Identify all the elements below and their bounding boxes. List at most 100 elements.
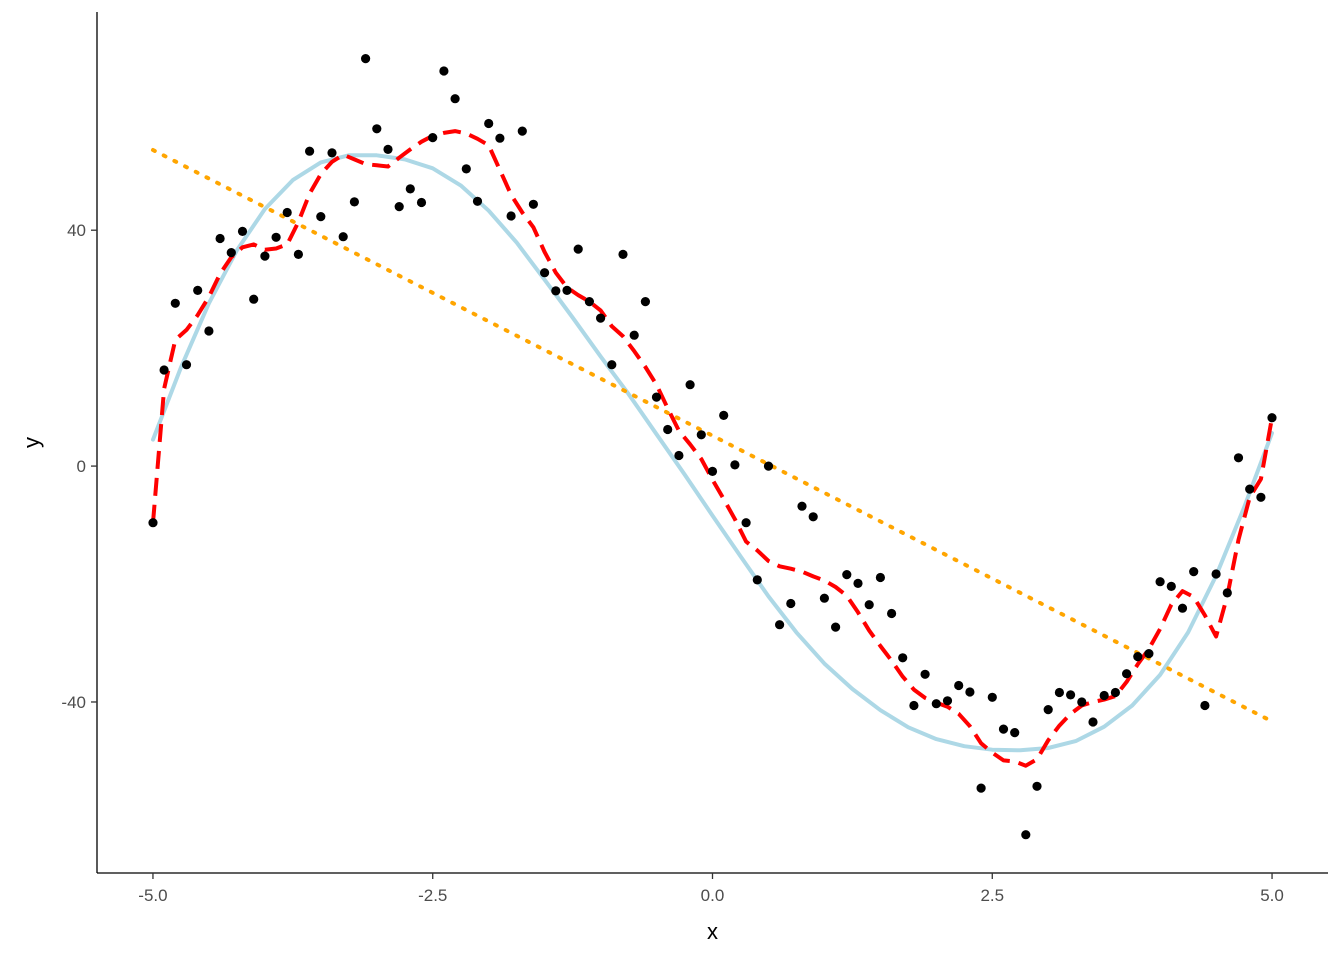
data-point [170,298,180,308]
data-point [596,313,606,323]
data-point [484,118,494,129]
x-tick-label: -5.0 [138,886,167,905]
data-point [618,249,628,259]
data-point [383,144,393,154]
x-tick-label: -2.5 [418,886,447,905]
x-axis-title: x [707,919,718,944]
data-point [965,687,975,697]
data-point [372,124,382,134]
data-point [1256,492,1266,502]
data-point [282,207,292,218]
data-point [361,54,371,64]
polynomial-fit-line [151,153,1274,753]
data-point [1211,569,1221,579]
data-point [1245,484,1255,494]
data-point [797,501,807,511]
data-point [730,460,740,470]
data-point [775,620,785,630]
data-point [640,297,651,307]
data-point [696,430,706,440]
data-point [741,518,751,528]
data-point [215,233,225,244]
data-point [1122,669,1132,679]
data-point [954,680,964,691]
data-point [1099,690,1109,701]
data-point [573,244,583,254]
data-point [909,700,919,711]
data-point [439,66,449,76]
data-point [651,392,662,402]
data-point [416,197,427,208]
data-point [663,424,673,435]
data-point [607,360,617,370]
data-point [1088,717,1098,727]
y-axis-ticks: -40 0 40 [61,221,97,712]
data-point [394,202,404,212]
data-point [752,575,762,585]
data-point [1155,577,1165,587]
plot-series-layer [151,129,1274,768]
data-point [551,286,561,296]
data-point [293,249,303,259]
data-point [1200,700,1210,711]
data-point [674,450,684,461]
x-tick-label: 5.0 [1260,886,1284,905]
data-point [506,211,516,221]
data-point [472,196,483,206]
data-point [204,326,214,336]
data-point [898,653,908,663]
data-point [1066,690,1076,700]
data-point [987,692,997,702]
data-point [1189,567,1199,577]
data-point [260,251,270,261]
data-point [540,268,550,278]
data-point [584,297,595,307]
data-point [338,232,348,242]
data-point [148,518,158,528]
plot-points-layer [148,54,1277,840]
data-point [249,294,259,304]
data-point [819,593,830,603]
data-point [1166,581,1176,592]
data-point [562,285,572,295]
y-axis-title: y [19,437,44,448]
data-point [808,512,818,522]
data-point [181,360,192,370]
data-point [685,380,695,390]
data-point [853,578,863,589]
data-point [349,197,359,207]
data-point [1267,413,1277,423]
data-point [271,232,281,242]
data-point [1222,588,1232,598]
data-point [327,148,337,158]
data-point [875,572,886,583]
data-point [495,133,505,143]
data-point [629,330,639,340]
data-point [1054,687,1064,698]
y-tick-label: 0 [77,457,86,476]
x-tick-label: 0.0 [701,886,725,905]
x-axis-ticks: -5.0 -2.5 0.0 2.5 5.0 [138,873,1284,905]
data-point [405,184,415,194]
data-point [237,226,248,236]
data-point [763,461,774,471]
data-point [159,365,169,375]
data-point [528,199,539,209]
data-point [1110,687,1120,698]
smooth-fit-line [151,129,1274,768]
data-point [831,622,841,632]
data-point [1133,652,1143,662]
data-point [1177,603,1188,613]
data-point [428,133,438,143]
data-point [976,783,986,793]
x-tick-label: 2.5 [980,886,1004,905]
data-point [719,410,729,420]
data-point [1144,649,1154,659]
y-tick-label: -40 [61,693,86,712]
y-tick-label: 40 [67,221,86,240]
data-point [517,126,527,136]
data-point [864,600,874,610]
data-point [1032,781,1042,791]
data-point [1010,728,1020,738]
